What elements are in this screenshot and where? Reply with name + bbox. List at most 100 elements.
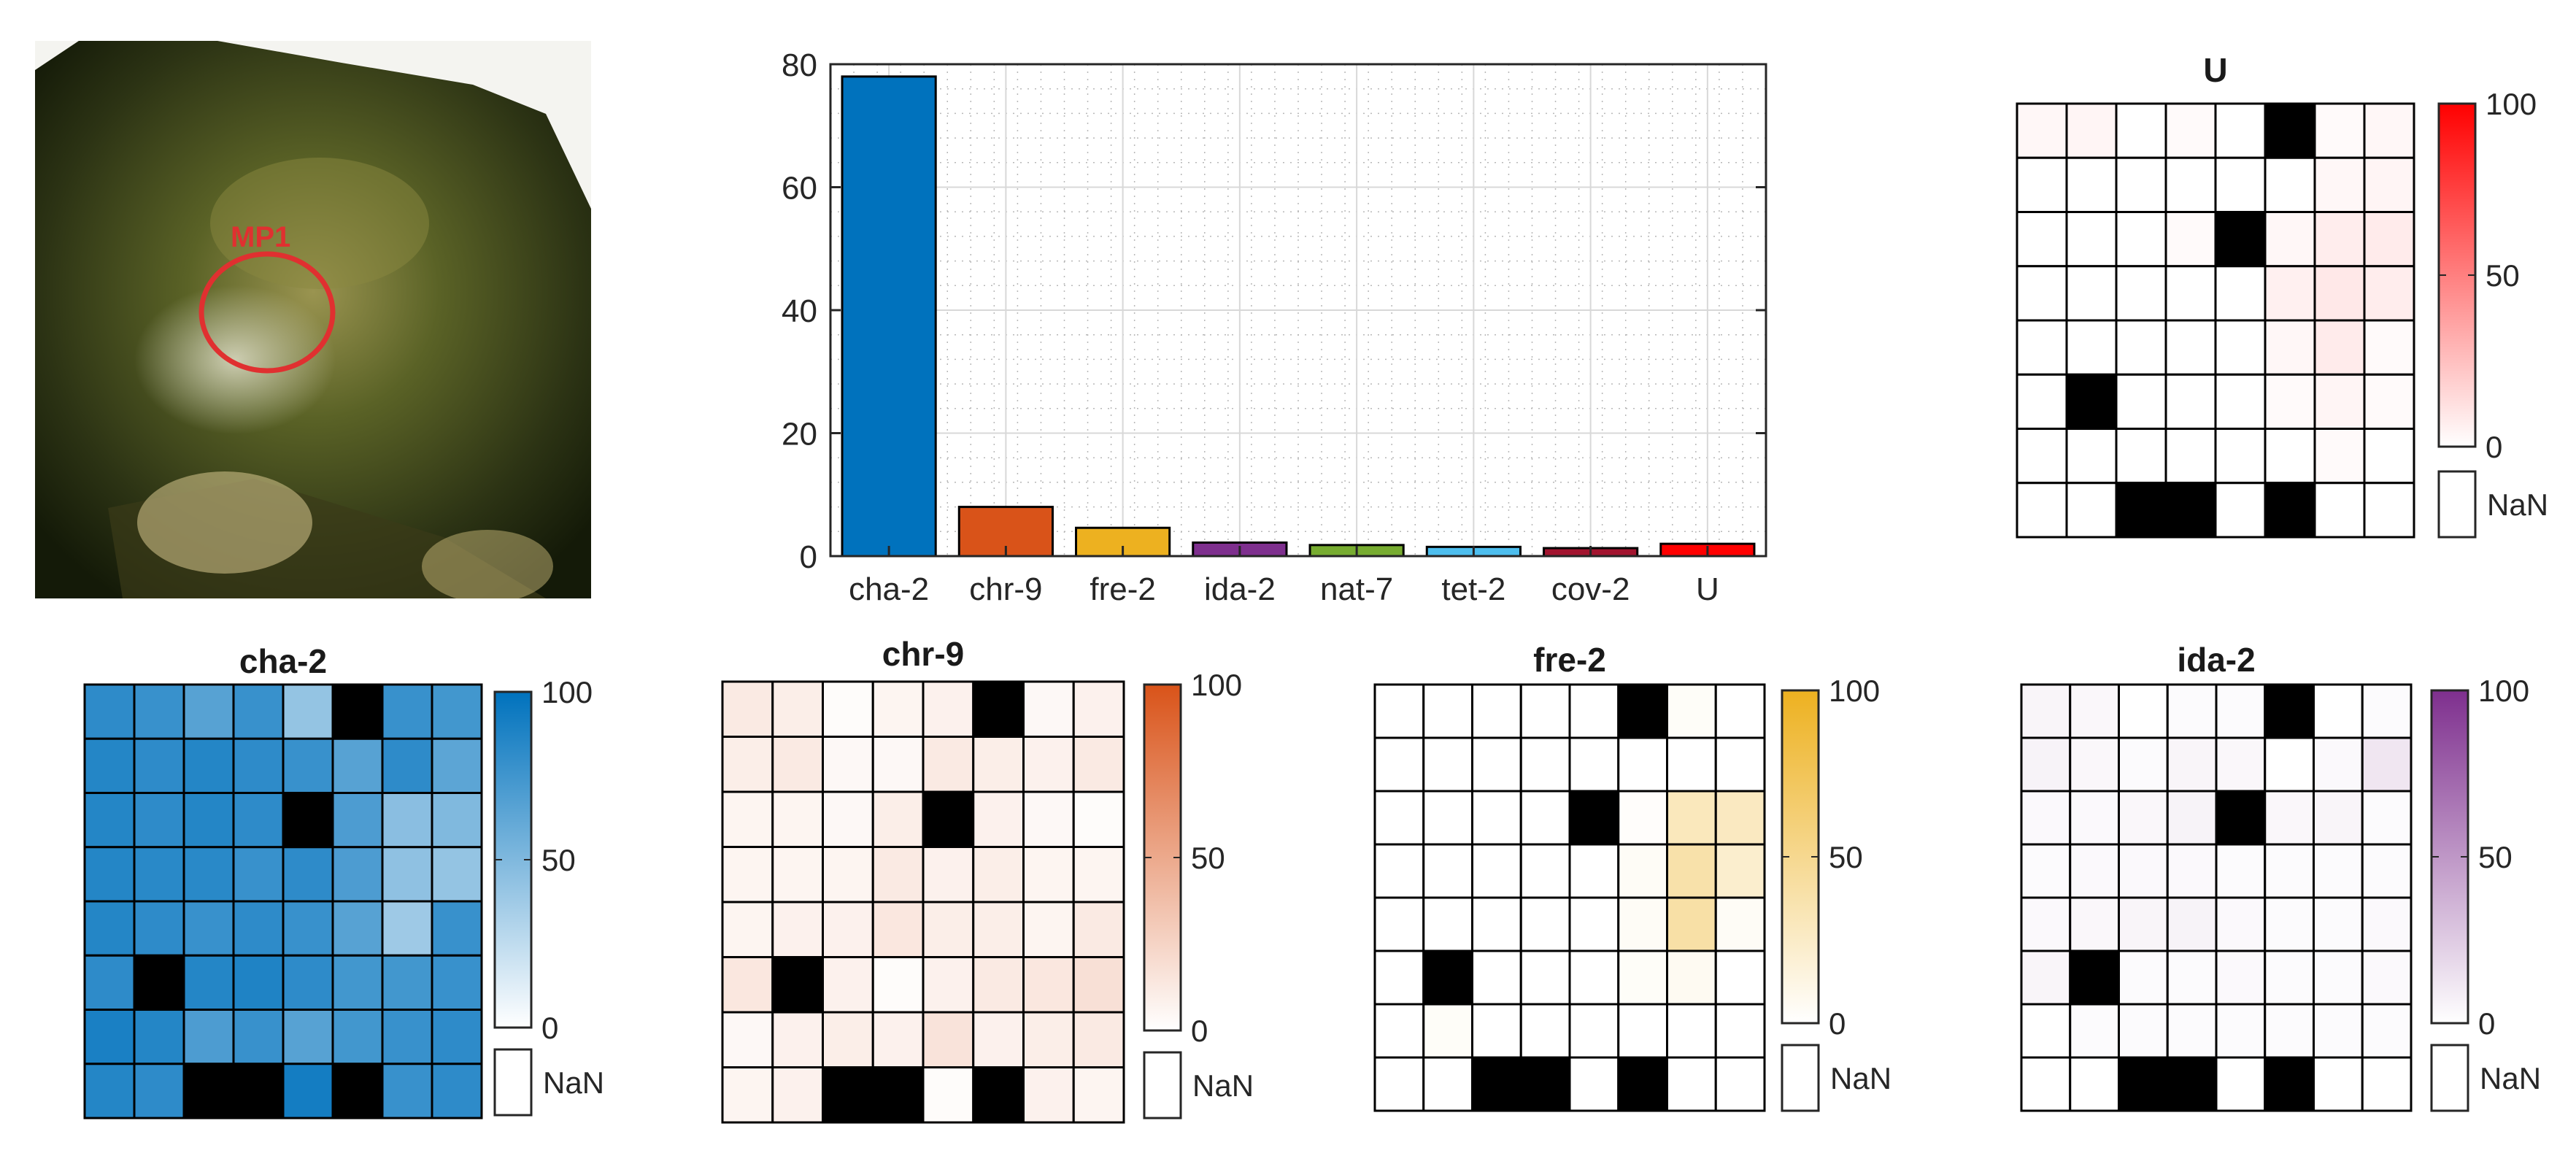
heatmap-cell	[2313, 156, 2366, 213]
heatmap-cell	[2166, 790, 2218, 846]
colorbar-tick-label: 0	[541, 1011, 558, 1045]
heatmap-cell	[2016, 265, 2068, 322]
heatmap-cell	[2361, 1056, 2413, 1112]
heatmap-cell	[182, 683, 235, 740]
heatmap-cell	[2164, 265, 2217, 322]
heatmap-cell	[2214, 265, 2267, 322]
heatmap-cell	[133, 683, 185, 740]
heatmap-cell	[1022, 736, 1075, 793]
heatmap-cell	[282, 1009, 334, 1066]
heatmap-cell	[1072, 901, 1125, 958]
heatmap-cell	[1617, 843, 1668, 899]
heatmap-cell	[133, 737, 185, 794]
heatmap-cell	[721, 1011, 774, 1068]
heatmap-cell	[2020, 949, 2072, 1006]
heatmap-cell	[871, 956, 925, 1014]
nan-legend-box	[1143, 1051, 1182, 1120]
heatmap-cell	[871, 1066, 925, 1124]
heatmap-cell	[2020, 1056, 2072, 1112]
heatmap-cell	[1422, 896, 1473, 952]
heatmap-cell	[232, 1063, 285, 1120]
heatmap-cell	[1373, 949, 1425, 1006]
heatmap-cell	[922, 901, 975, 958]
heatmap-cell	[1666, 1056, 1717, 1112]
heatmap-title: fre-2	[1533, 641, 1606, 679]
heatmap-cell	[1568, 949, 1620, 1006]
heatmap-cell	[822, 901, 874, 958]
heatmap-cell	[2164, 373, 2217, 430]
heatmap-cell	[2164, 211, 2217, 268]
heatmap-cell	[922, 846, 975, 903]
heatmap-cell	[2313, 790, 2364, 846]
x-tick-label: U	[1696, 571, 1719, 607]
heatmap-cell	[2065, 265, 2118, 322]
heatmap-cell	[922, 956, 975, 1014]
colorbar-tick-label: 50	[2486, 258, 2520, 293]
heatmap-cell	[2264, 102, 2316, 159]
heatmap-cell	[182, 900, 235, 957]
heatmap-cell	[2115, 102, 2167, 159]
heatmap-cell	[282, 1063, 334, 1120]
heatmap-cell	[1617, 896, 1668, 952]
heatmap-cell	[2166, 949, 2218, 1006]
heatmap-cell	[922, 1066, 975, 1124]
heatmap-cell	[2016, 373, 2068, 430]
heatmap-cell	[1471, 1003, 1522, 1059]
heatmap-cell	[822, 846, 874, 903]
heatmap-cell	[2264, 156, 2316, 213]
heatmap-cell	[331, 737, 384, 794]
heatmap-cell	[2166, 1003, 2218, 1059]
heatmap-cell	[1422, 1056, 1473, 1112]
heatmap-cell	[133, 1009, 185, 1066]
heatmap-cell	[2363, 373, 2415, 430]
heatmap-cell	[771, 901, 824, 958]
heatmap-cell	[2264, 790, 2315, 846]
heatmap-cell	[2118, 736, 2169, 793]
heatmap-cell	[2313, 1003, 2364, 1059]
heatmap-cell	[2214, 102, 2267, 159]
heatmap-cell	[1072, 846, 1125, 903]
heatmap-cell	[133, 900, 185, 957]
heatmap-cell	[232, 683, 285, 740]
heatmap-cell	[2069, 736, 2120, 793]
heatmap-cell	[1471, 683, 1522, 739]
heatmap-cell	[133, 954, 185, 1011]
heatmap-cell	[1568, 843, 1620, 899]
heatmap-cell	[182, 792, 235, 849]
heatmap-cell	[2264, 265, 2316, 322]
nan-legend-label: NaN	[1830, 1061, 1891, 1095]
heatmap-cell	[2361, 790, 2413, 846]
heatmap-cell	[2164, 428, 2217, 485]
colorbar-tick-label: 100	[2486, 87, 2537, 121]
heatmap-cell	[2020, 683, 2072, 739]
nan-legend-box	[2430, 1044, 2469, 1112]
heatmap-cell	[2363, 156, 2415, 213]
heatmap-cell	[1666, 949, 1717, 1006]
heatmap-cell	[1373, 736, 1425, 793]
heatmap-cell	[972, 1066, 1025, 1124]
heatmap-cell	[2313, 683, 2364, 739]
heatmap-cell	[1714, 790, 1766, 846]
heatmap-cell	[2313, 1056, 2364, 1112]
heatmap-cell	[972, 956, 1025, 1014]
heatmap-cell	[2069, 790, 2120, 846]
heatmap-cell	[1617, 1056, 1668, 1112]
heatmap-cell	[431, 737, 483, 794]
heatmap-cell	[1519, 1003, 1571, 1059]
heatmap-cell	[2215, 1056, 2267, 1112]
heatmap-cell	[2361, 896, 2413, 952]
heatmap-cell	[1714, 949, 1766, 1006]
heatmap-cell	[1519, 949, 1571, 1006]
heatmap-cell	[282, 737, 334, 794]
heatmap-cell	[282, 683, 334, 740]
heatmap-cell	[2264, 319, 2316, 376]
heatmap-cell	[2313, 482, 2366, 539]
heatmap-cell	[822, 1011, 874, 1068]
heatmap-cell	[232, 900, 285, 957]
heatmap-cell	[771, 736, 824, 793]
bar-chart-plot: 0 20 40 60 80 cha-2 chr-9 fre-2 ida-2 nat-7 tet-2 c…	[782, 47, 1767, 607]
heatmap-cell	[282, 792, 334, 849]
heatmap-cell	[1617, 683, 1668, 739]
heatmap-cell	[232, 954, 285, 1011]
x-tick-label: ida-2	[1204, 571, 1276, 607]
